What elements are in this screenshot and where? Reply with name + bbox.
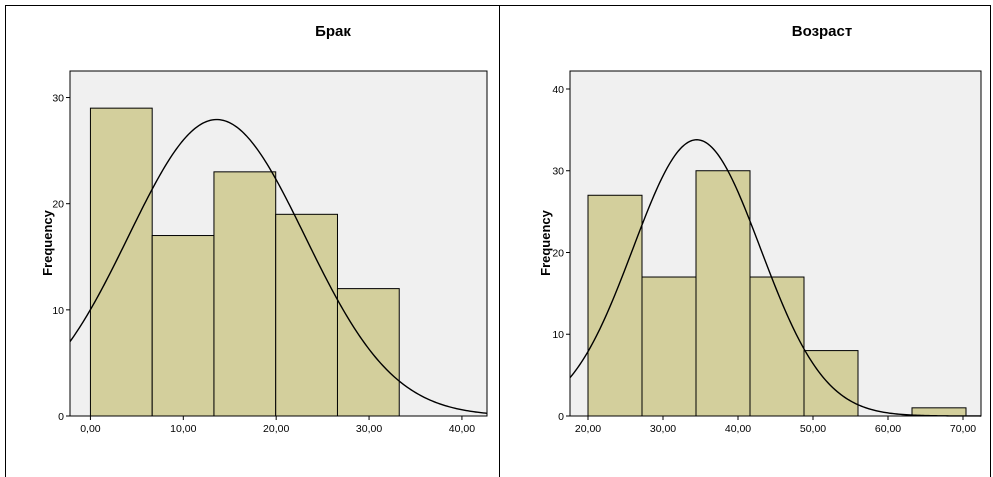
x-tick-label: 30,00 (356, 423, 382, 435)
histogram-bar (213, 171, 277, 417)
y-tick-label: 40 (552, 84, 564, 96)
histogram-bar (89, 107, 153, 417)
y-tick-label: 0 (558, 411, 564, 423)
normal-curve (569, 139, 982, 417)
x-tick-label: 10,00 (170, 423, 196, 435)
x-tick-label: 20,00 (575, 423, 601, 435)
histogram-bar (803, 350, 859, 417)
chart-title: Возраст (792, 23, 852, 40)
histogram-bar (587, 194, 643, 417)
histogram-bar (151, 235, 215, 417)
histogram-bar (641, 276, 697, 417)
y-tick-label: 30 (552, 166, 564, 178)
y-axis-label: Frequency (538, 209, 553, 276)
histogram-bar (275, 213, 338, 417)
normal-curve (69, 118, 488, 414)
y-tick-label: 20 (52, 199, 64, 211)
chart-title: Брак (315, 23, 351, 40)
y-tick-label: 10 (552, 329, 564, 341)
histogram-bar (336, 288, 400, 417)
x-tick-label: 50,00 (800, 423, 826, 435)
x-tick-label: 0,00 (80, 423, 101, 435)
y-tick-label: 0 (58, 411, 64, 423)
y-tick-label: 30 (52, 93, 64, 105)
histogram-bar (695, 170, 751, 417)
histogram-brak: 0 10 20 30 0,00 10,00 20,00 30,00 40,00 Брак Fr… (40, 23, 488, 435)
y-tick-label: 10 (52, 305, 64, 317)
y-axis-label: Frequency (40, 209, 55, 276)
panel-divider (499, 5, 500, 477)
x-tick-label: 40,00 (725, 423, 751, 435)
x-tick-label: 60,00 (875, 423, 901, 435)
histogram-bar (749, 276, 805, 417)
x-tick-label: 30,00 (650, 423, 676, 435)
histogram-vozrast: 0 10 20 30 40 20,00 30,00 40,00 50,00 60,00 70,00… (538, 23, 982, 435)
y-tick-label: 20 (552, 247, 564, 259)
plot-frame (69, 70, 488, 417)
output-frame (5, 5, 991, 477)
x-tick-label: 40,00 (449, 423, 475, 435)
plot-frame (569, 70, 982, 417)
x-tick-label: 20,00 (263, 423, 289, 435)
x-tick-label: 70,00 (950, 423, 976, 435)
